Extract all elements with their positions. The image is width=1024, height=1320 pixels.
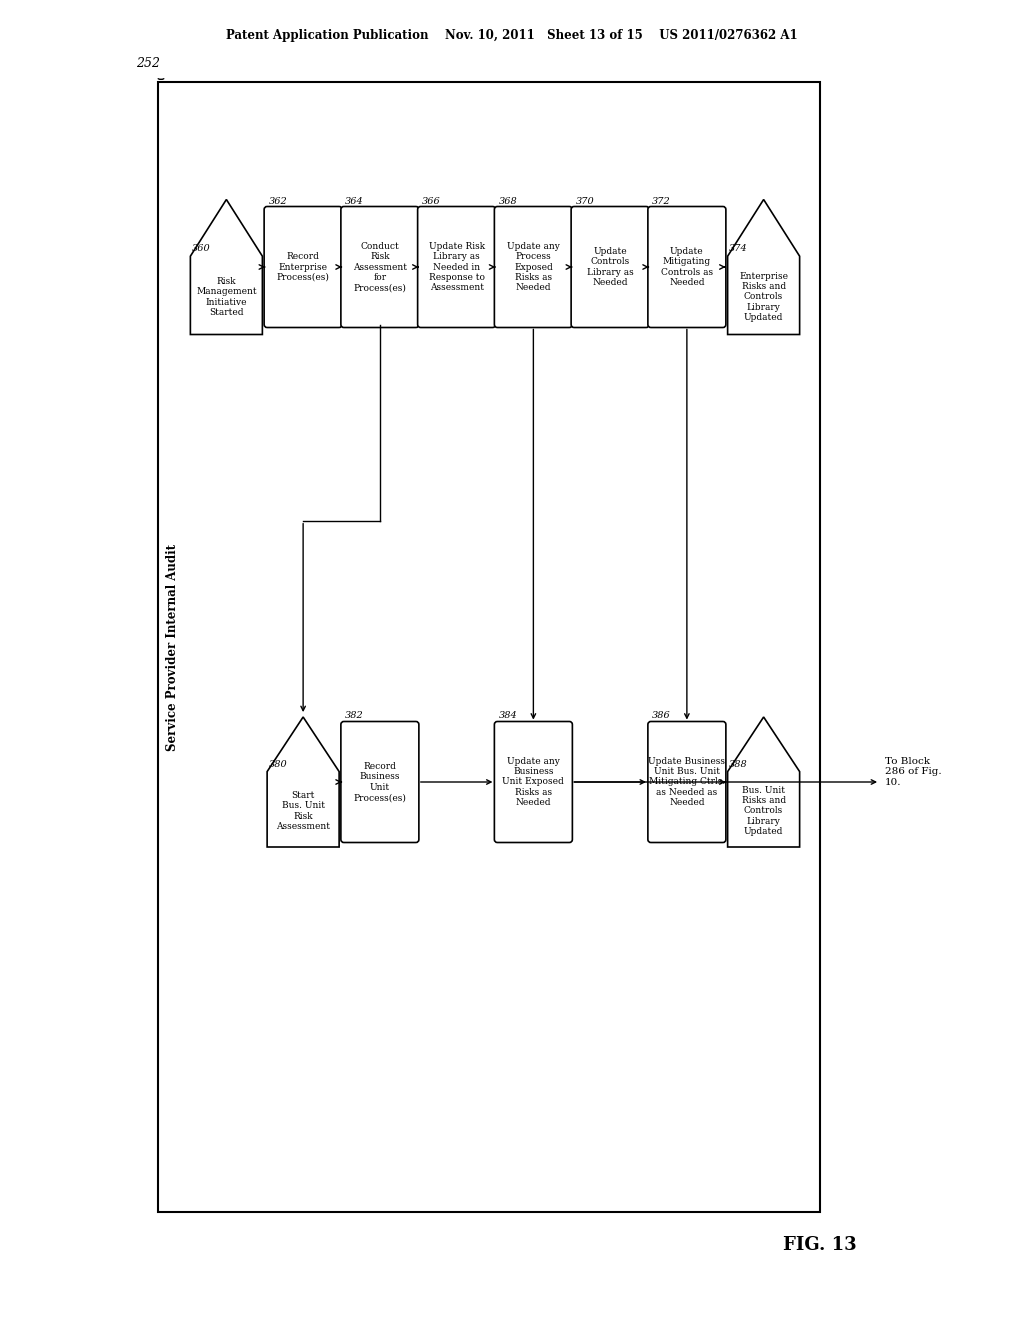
Text: 384: 384 xyxy=(499,711,517,721)
Text: FIG. 13: FIG. 13 xyxy=(783,1236,857,1254)
FancyBboxPatch shape xyxy=(495,206,572,327)
FancyBboxPatch shape xyxy=(648,206,726,327)
Text: Update any
Process
Exposed
Risks as
Needed: Update any Process Exposed Risks as Need… xyxy=(507,242,560,292)
FancyBboxPatch shape xyxy=(648,722,726,842)
Text: Risk
Management
Initiative
Started: Risk Management Initiative Started xyxy=(196,277,257,317)
Text: 360: 360 xyxy=(191,244,211,253)
Text: Patent Application Publication    Nov. 10, 2011   Sheet 13 of 15    US 2011/0276: Patent Application Publication Nov. 10, … xyxy=(226,29,798,41)
Text: Update
Mitigating
Controls as
Needed: Update Mitigating Controls as Needed xyxy=(660,247,713,286)
FancyBboxPatch shape xyxy=(418,206,496,327)
Text: Bus. Unit
Risks and
Controls
Library
Updated: Bus. Unit Risks and Controls Library Upd… xyxy=(741,785,785,836)
Text: 380: 380 xyxy=(268,759,288,768)
FancyBboxPatch shape xyxy=(341,722,419,842)
Polygon shape xyxy=(190,199,262,334)
Text: Enterprise
Risks and
Controls
Library
Updated: Enterprise Risks and Controls Library Up… xyxy=(739,272,788,322)
FancyBboxPatch shape xyxy=(571,206,649,327)
Text: 366: 366 xyxy=(422,197,440,206)
Text: Start
Bus. Unit
Risk
Assessment: Start Bus. Unit Risk Assessment xyxy=(276,791,330,830)
Text: Record
Business
Unit
Process(es): Record Business Unit Process(es) xyxy=(353,762,407,803)
Text: Service Provider Internal Audit: Service Provider Internal Audit xyxy=(166,544,178,751)
Text: Update
Controls
Library as
Needed: Update Controls Library as Needed xyxy=(587,247,634,286)
FancyBboxPatch shape xyxy=(495,722,572,842)
Text: 362: 362 xyxy=(268,197,288,206)
Text: 386: 386 xyxy=(652,711,671,721)
Polygon shape xyxy=(158,82,820,1212)
Text: 382: 382 xyxy=(345,711,365,721)
Text: Update Risk
Library as
Needed in
Response to
Assessment: Update Risk Library as Needed in Respons… xyxy=(429,242,484,292)
Polygon shape xyxy=(728,199,800,334)
Text: Conduct
Risk
Assessment
for
Process(es): Conduct Risk Assessment for Process(es) xyxy=(353,242,407,292)
Text: Update Business
Unit Bus. Unit
Mitigating Ctrls.
as Needed as
Needed: Update Business Unit Bus. Unit Mitigatin… xyxy=(648,756,725,808)
Polygon shape xyxy=(267,717,339,847)
Text: 388: 388 xyxy=(729,759,748,768)
Text: 252: 252 xyxy=(136,57,160,70)
Polygon shape xyxy=(728,717,800,847)
FancyBboxPatch shape xyxy=(264,206,342,327)
Text: To Block
286 of Fig.
10.: To Block 286 of Fig. 10. xyxy=(885,758,942,787)
Text: Record
Enterprise
Process(es): Record Enterprise Process(es) xyxy=(276,252,330,282)
FancyBboxPatch shape xyxy=(341,206,419,327)
Text: 374: 374 xyxy=(729,244,748,253)
Text: 370: 370 xyxy=(575,197,594,206)
Text: 368: 368 xyxy=(499,197,517,206)
Text: 364: 364 xyxy=(345,197,365,206)
Text: 372: 372 xyxy=(652,197,671,206)
Text: Update any
Business
Unit Exposed
Risks as
Needed: Update any Business Unit Exposed Risks a… xyxy=(503,756,564,808)
